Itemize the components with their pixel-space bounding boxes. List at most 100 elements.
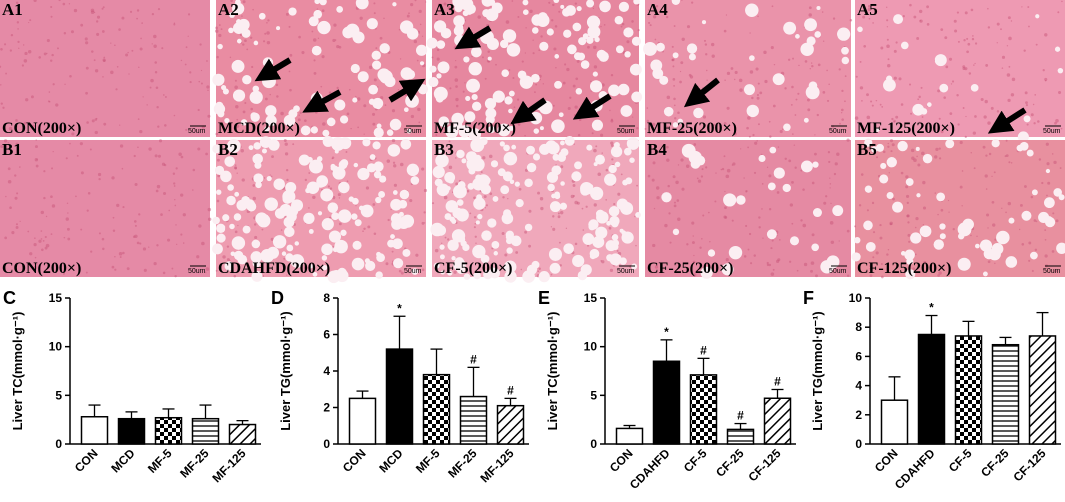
tissue-texture — [70, 30, 74, 34]
tissue-texture — [102, 6, 105, 9]
tissue-texture — [111, 176, 115, 180]
panel-label: B4 — [647, 140, 667, 159]
tissue-texture — [726, 71, 731, 76]
fat-vacuole — [547, 183, 555, 192]
tissue-texture — [654, 150, 657, 154]
tissue-texture — [216, 199, 220, 203]
tissue-texture — [567, 106, 571, 111]
tissue-texture — [689, 75, 694, 79]
tissue-texture — [134, 224, 137, 227]
tissue-texture — [116, 65, 119, 68]
tissue-texture — [1028, 25, 1030, 28]
tissue-texture — [218, 33, 222, 38]
tissue-texture — [766, 166, 769, 168]
fat-vacuole — [864, 138, 873, 147]
tissue-texture — [266, 22, 268, 24]
panel-label: A5 — [857, 0, 878, 19]
tissue-texture — [972, 35, 974, 37]
scale-label: 50um — [404, 268, 422, 275]
fat-vacuole — [483, 269, 493, 280]
tissue-texture — [770, 46, 774, 50]
fat-vacuole — [392, 238, 403, 250]
tissue-texture — [424, 222, 426, 224]
fat-vacuole — [417, 84, 429, 95]
tissue-texture — [648, 21, 651, 25]
tissue-texture — [448, 264, 450, 267]
tissue-texture — [830, 202, 832, 205]
tissue-texture — [875, 156, 879, 159]
tissue-texture — [332, 38, 336, 43]
fat-vacuole — [531, 27, 539, 34]
tissue-texture — [709, 240, 711, 243]
y-tick-label: 4 — [855, 379, 862, 393]
fat-vacuole — [312, 271, 318, 277]
tissue-texture — [724, 190, 726, 193]
fat-vacuole — [284, 206, 291, 213]
tissue-texture — [155, 86, 159, 89]
tissue-texture — [485, 204, 488, 207]
x-tick-label: CF-25 — [978, 446, 1012, 480]
fat-vacuole — [392, 2, 397, 7]
tissue-texture — [3, 139, 8, 143]
tissue-texture — [692, 273, 697, 277]
tissue-texture — [693, 143, 697, 146]
tissue-texture — [808, 13, 812, 17]
tissue-texture — [893, 121, 896, 123]
tissue-texture — [63, 32, 67, 35]
fat-vacuole — [629, 63, 642, 76]
fat-vacuole — [262, 74, 276, 89]
fat-vacuole — [393, 258, 404, 269]
fat-vacuole — [1054, 46, 1061, 52]
tissue-texture — [482, 266, 486, 270]
tissue-texture — [756, 96, 760, 100]
fat-vacuole — [863, 220, 873, 231]
fat-vacuole — [265, 105, 277, 117]
tissue-texture — [620, 25, 623, 28]
tissue-texture — [338, 197, 341, 199]
fat-vacuole — [264, 126, 270, 132]
tissue-texture — [1038, 158, 1042, 161]
fat-vacuole — [294, 200, 303, 209]
tissue-texture — [1005, 154, 1009, 158]
tissue-texture — [573, 143, 575, 145]
fat-vacuole — [460, 240, 467, 247]
tissue-texture — [112, 229, 116, 232]
tissue-texture — [363, 133, 365, 135]
tissue-texture — [779, 129, 783, 134]
tissue-texture — [915, 217, 919, 221]
tissue-texture — [982, 145, 986, 149]
fat-vacuole — [864, 185, 873, 193]
tissue-texture — [50, 59, 53, 62]
tissue-panel — [851, 138, 1065, 280]
tissue-texture — [1052, 212, 1055, 215]
tissue-texture — [101, 7, 104, 10]
fat-vacuole — [252, 153, 263, 165]
tissue-texture — [821, 11, 824, 13]
fat-vacuole — [659, 75, 669, 85]
tissue-texture — [1044, 80, 1047, 82]
tissue-texture — [19, 166, 21, 168]
tissue-texture — [657, 124, 660, 128]
tissue-texture — [647, 9, 650, 11]
fat-vacuole — [608, 84, 620, 97]
tissue-texture — [267, 262, 270, 265]
tissue-texture — [50, 195, 53, 199]
tissue-texture — [157, 125, 160, 128]
tissue-texture — [914, 226, 917, 229]
tissue-texture — [464, 82, 466, 84]
tissue-texture — [656, 196, 660, 200]
tissue-texture — [886, 38, 889, 41]
tissue-texture — [559, 210, 564, 215]
tissue-texture — [830, 240, 835, 245]
tissue-texture — [795, 98, 798, 101]
fat-vacuole — [800, 42, 814, 57]
fat-vacuole — [410, 176, 420, 185]
fat-vacuole — [795, 34, 800, 39]
tissue-texture — [886, 44, 890, 48]
fat-vacuole — [226, 139, 241, 153]
tissue-texture — [93, 59, 96, 62]
tissue-texture — [994, 238, 997, 241]
tissue-texture — [866, 115, 871, 120]
tissue-texture — [174, 199, 176, 201]
fat-vacuole — [232, 89, 246, 102]
